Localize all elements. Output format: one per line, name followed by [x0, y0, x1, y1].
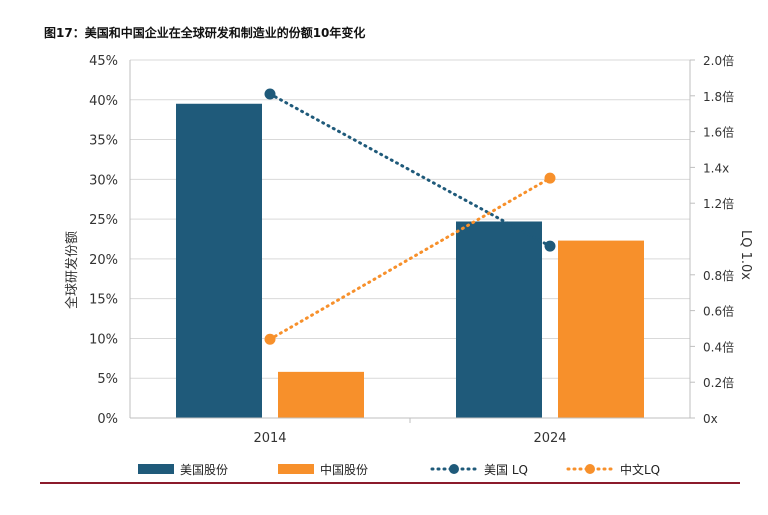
legend-label: 美国 LQ — [484, 463, 528, 477]
data-point — [264, 333, 276, 345]
y2-tick-label: 0.4倍 — [703, 339, 734, 354]
axis-layer: 0% 5% 10% 15% 20% 25% 30% 35% 40% 45% 0x 0.2倍 0.4倍 0.… — [89, 53, 734, 446]
y-tick-label: 15% — [89, 293, 118, 308]
y2-tick-label: 0.6倍 — [703, 304, 734, 319]
bar — [176, 103, 262, 418]
y-tick-label: 0% — [97, 412, 118, 427]
series-line — [268, 92, 552, 248]
y2-tick-label: 1.4x — [703, 161, 729, 175]
data-point — [544, 240, 556, 252]
legend-label: 中国股份 — [320, 462, 368, 477]
y-tick-label: 10% — [89, 332, 118, 347]
y2-tick-label: 1.2倍 — [703, 196, 734, 211]
legend: 美国股份 中国股份 美国 LQ 中文LQ — [138, 462, 660, 477]
legend-swatch — [138, 464, 174, 474]
y-tick-label: 20% — [89, 253, 118, 268]
y2-tick-label: 0.8倍 — [703, 268, 734, 283]
y2-tick-label: 1.6倍 — [703, 125, 734, 140]
y-tick-label: 5% — [97, 372, 118, 387]
bar — [558, 240, 644, 418]
y-tick-label: 25% — [89, 213, 118, 228]
y-tick-label: 45% — [89, 54, 118, 69]
data-point — [544, 172, 556, 184]
chart-title: 图17：美国和中国企业在全球研发和制造业的份额10年变化 — [44, 25, 365, 40]
series-line — [268, 176, 552, 341]
y2-tick-label: 0.2倍 — [703, 375, 734, 390]
x-tick-label: 2024 — [533, 431, 566, 446]
y-tick-label: 30% — [89, 173, 118, 188]
legend-swatch — [278, 464, 314, 474]
bar — [456, 221, 542, 418]
y2-axis-label: LQ 1.0x — [738, 230, 753, 280]
bar — [278, 371, 364, 418]
legend-label: 美国股份 — [180, 463, 228, 477]
y2-tick-label: 1.8倍 — [703, 89, 734, 104]
y2-tick-label: 2.0倍 — [703, 53, 734, 68]
bar-layer — [176, 103, 644, 418]
y-tick-label: 40% — [89, 94, 118, 109]
line-layer — [264, 88, 556, 345]
y-axis-label: 全球研发份额 — [64, 231, 80, 309]
data-point — [264, 88, 276, 100]
y-tick-label: 35% — [89, 134, 118, 149]
x-tick-label: 2014 — [253, 431, 286, 446]
legend-marker — [449, 464, 459, 474]
legend-label: 中文LQ — [620, 462, 660, 477]
y2-tick-label: 0x — [703, 412, 718, 426]
legend-marker — [585, 464, 595, 474]
